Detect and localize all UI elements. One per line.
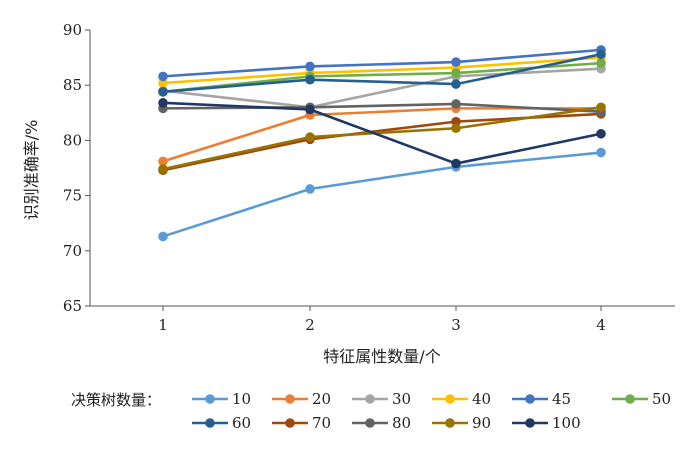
data-point-10 bbox=[158, 231, 168, 242]
legend-label: 80 bbox=[392, 414, 411, 432]
x-tick-label: 4 bbox=[596, 316, 606, 334]
legend-item-40: 40 bbox=[432, 390, 491, 408]
data-point-90 bbox=[158, 164, 168, 174]
data-point-10 bbox=[596, 147, 606, 158]
data-point-100 bbox=[451, 158, 461, 169]
legend-item-50: 50 bbox=[612, 390, 671, 408]
legend-swatch-marker bbox=[285, 394, 295, 404]
legend-label: 50 bbox=[652, 390, 671, 408]
legend-item-90: 90 bbox=[432, 414, 491, 432]
data-point-70 bbox=[451, 116, 461, 127]
data-point-45 bbox=[305, 61, 315, 72]
legend-swatch-marker bbox=[205, 394, 215, 404]
legend-label: 60 bbox=[232, 414, 251, 432]
series-line-60 bbox=[162, 53, 602, 94]
legend-item-45: 45 bbox=[512, 390, 571, 408]
series-line-90 bbox=[162, 105, 602, 171]
legend-item-80: 80 bbox=[352, 414, 411, 432]
y-tick-label: 75 bbox=[63, 187, 82, 205]
series-line-80 bbox=[162, 102, 602, 113]
data-point-90 bbox=[596, 102, 606, 113]
legend-swatch-marker bbox=[365, 418, 375, 428]
y-tick-label: 90 bbox=[63, 21, 82, 39]
data-point-90 bbox=[305, 132, 315, 142]
series-lines bbox=[162, 48, 602, 238]
x-tick-label: 1 bbox=[158, 316, 168, 334]
y-tick-label: 85 bbox=[63, 76, 82, 94]
x-tick-label: 3 bbox=[451, 316, 461, 334]
series-line-45 bbox=[162, 48, 602, 78]
legend-label: 30 bbox=[392, 390, 411, 408]
legend-label: 10 bbox=[232, 390, 251, 408]
axes bbox=[89, 30, 675, 307]
legend-swatch-marker bbox=[285, 418, 295, 428]
data-point-50 bbox=[596, 58, 606, 68]
legend-swatch-marker bbox=[445, 394, 455, 404]
data-point-45 bbox=[451, 57, 461, 67]
legend-swatch-marker bbox=[365, 394, 375, 404]
series-line-100 bbox=[162, 101, 602, 165]
data-point-60 bbox=[596, 49, 606, 60]
series-line-10 bbox=[162, 151, 602, 238]
series-line-30 bbox=[162, 67, 602, 109]
legend-item-30: 30 bbox=[352, 390, 411, 408]
data-point-40 bbox=[158, 78, 168, 88]
legend-item-20: 20 bbox=[272, 390, 331, 408]
y-tick-labels: 65 70 75 80 85 90 bbox=[63, 21, 90, 315]
legend-swatch-marker bbox=[205, 418, 215, 428]
y-axis-title: 识别准确率/% bbox=[22, 120, 41, 221]
data-point-100 bbox=[596, 128, 606, 139]
legend-swatch-marker bbox=[445, 418, 455, 428]
x-tick-labels: 1 2 3 4 bbox=[158, 306, 606, 334]
legend-label: 40 bbox=[472, 390, 491, 408]
series-line-40 bbox=[162, 56, 602, 85]
y-tick-label: 65 bbox=[63, 297, 82, 315]
data-point-60 bbox=[158, 87, 168, 97]
data-point-100 bbox=[158, 98, 168, 108]
x-tick-label: 2 bbox=[305, 316, 315, 334]
data-point-10 bbox=[305, 184, 315, 194]
legend-items: 10 20 30 40 45 50 60 70 80 90 100 bbox=[192, 390, 671, 432]
data-point-60 bbox=[451, 79, 461, 89]
legend-item-100: 100 bbox=[512, 414, 581, 432]
legend-title: 决策树数量： bbox=[71, 391, 161, 409]
legend: 决策树数量： 10 20 30 40 45 50 60 70 80 90 100 bbox=[71, 390, 671, 432]
legend-swatch-marker bbox=[625, 394, 635, 404]
x-axis-title: 特征属性数量/个 bbox=[323, 347, 440, 366]
data-point-20 bbox=[158, 156, 168, 167]
legend-label: 90 bbox=[472, 414, 491, 432]
legend-label: 70 bbox=[312, 414, 331, 432]
legend-item-10: 10 bbox=[192, 390, 251, 408]
data-point-45 bbox=[158, 71, 168, 82]
data-point-90 bbox=[451, 123, 461, 134]
legend-label: 20 bbox=[312, 390, 331, 408]
y-tick-label: 80 bbox=[63, 131, 82, 149]
legend-label: 100 bbox=[552, 414, 581, 432]
data-point-60 bbox=[305, 74, 315, 85]
series-points bbox=[158, 45, 606, 242]
legend-label: 45 bbox=[552, 390, 571, 408]
legend-item-60: 60 bbox=[192, 414, 251, 432]
data-point-80 bbox=[451, 99, 461, 109]
series-line-70 bbox=[162, 112, 602, 172]
data-point-50 bbox=[451, 68, 461, 78]
legend-swatch-marker bbox=[525, 394, 535, 404]
y-tick-label: 70 bbox=[63, 242, 82, 260]
legend-swatch-marker bbox=[525, 418, 535, 428]
legend-item-70: 70 bbox=[272, 414, 331, 432]
data-point-100 bbox=[305, 104, 315, 115]
